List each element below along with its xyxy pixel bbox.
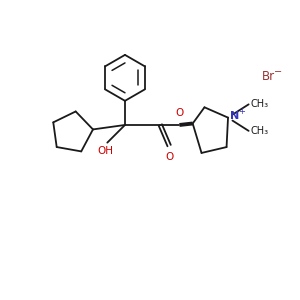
Text: OH: OH — [97, 146, 113, 156]
Text: +: + — [238, 106, 244, 116]
Text: N: N — [230, 111, 239, 121]
Text: CH₃: CH₃ — [251, 126, 269, 136]
Text: O: O — [165, 152, 173, 162]
Text: O: O — [175, 109, 184, 118]
Text: Br: Br — [262, 70, 275, 83]
Text: −: − — [274, 67, 282, 77]
Text: CH₃: CH₃ — [251, 99, 269, 110]
